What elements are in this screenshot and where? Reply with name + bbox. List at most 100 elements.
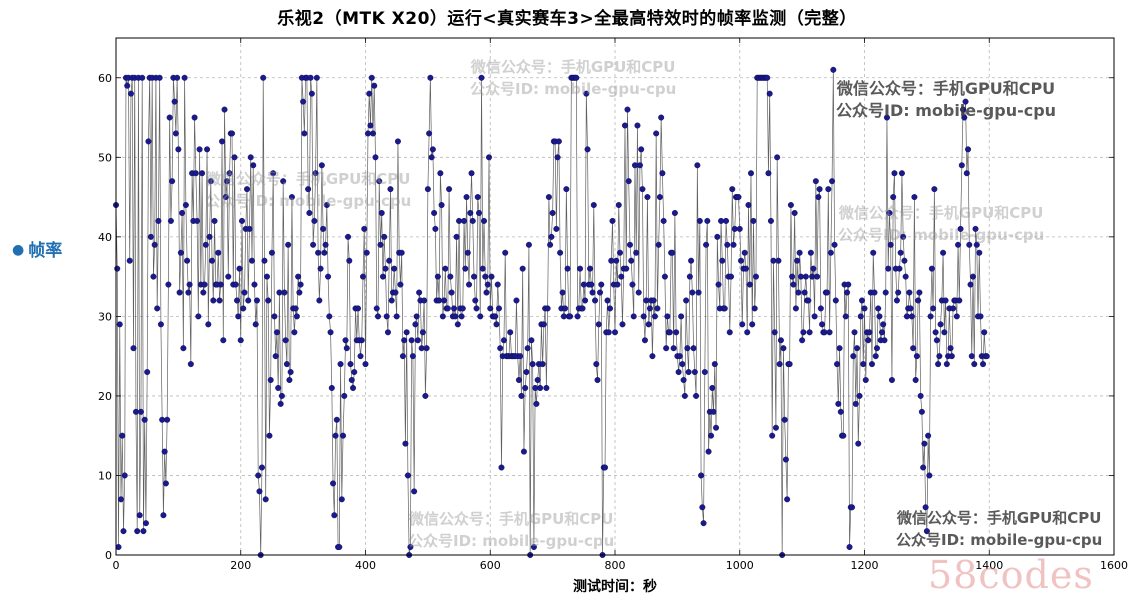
data-point <box>806 329 813 336</box>
data-point <box>232 281 239 288</box>
data-point <box>587 265 594 272</box>
x-tick-label: 800 <box>605 559 626 572</box>
data-point <box>301 130 308 137</box>
data-point <box>206 233 213 240</box>
data-point <box>493 321 500 328</box>
data-point <box>704 217 711 224</box>
data-point <box>873 345 880 352</box>
data-point <box>326 313 333 320</box>
data-point <box>895 289 902 296</box>
data-point <box>321 249 328 256</box>
data-point <box>896 265 903 272</box>
data-point <box>645 321 652 328</box>
data-point <box>711 361 718 368</box>
data-point <box>741 249 748 256</box>
data-point <box>540 321 547 328</box>
data-point <box>495 305 502 312</box>
data-point <box>859 297 866 304</box>
data-point <box>956 297 963 304</box>
data-point <box>414 337 421 344</box>
data-point <box>476 209 483 216</box>
x-tick-label: 0 <box>113 559 120 572</box>
data-point <box>374 313 381 320</box>
data-point <box>918 408 925 415</box>
data-point <box>277 400 284 407</box>
data-point <box>893 297 900 304</box>
site-brand-watermark: 58codes <box>928 553 1094 597</box>
data-point <box>940 249 947 256</box>
watermark-bottom: 微信公众号：手机GPU和CPU 公众号ID: mobile-gpu-cpu <box>408 508 614 552</box>
data-point <box>288 194 295 201</box>
chart-title: 乐视2（MTK X20）运行<真实赛车3>全最高特效时的帧率监测（完整） <box>277 9 857 29</box>
data-point <box>654 305 661 312</box>
data-point <box>630 313 637 320</box>
data-point <box>915 297 922 304</box>
data-point <box>787 202 794 209</box>
data-point <box>180 345 187 352</box>
data-point <box>373 305 380 312</box>
data-point <box>574 313 581 320</box>
data-point <box>980 361 987 368</box>
data-point <box>427 74 434 81</box>
data-point <box>156 74 163 81</box>
data-point <box>377 241 384 248</box>
data-point <box>792 305 799 312</box>
data-point <box>273 329 280 336</box>
data-point <box>920 464 927 471</box>
data-point <box>194 217 201 224</box>
y-tick-label: 20 <box>98 390 112 403</box>
data-point <box>236 265 243 272</box>
data-point <box>119 432 126 439</box>
data-point <box>117 496 124 503</box>
data-point <box>196 146 203 153</box>
data-point <box>250 162 257 169</box>
data-point <box>795 289 802 296</box>
data-point <box>913 353 920 360</box>
data-point <box>742 265 749 272</box>
data-point <box>438 202 445 209</box>
data-point <box>220 337 227 344</box>
data-point <box>248 257 255 264</box>
data-point <box>409 353 416 360</box>
data-point <box>175 146 182 153</box>
data-point <box>234 297 241 304</box>
data-point <box>631 162 638 169</box>
data-point <box>130 345 137 352</box>
data-point <box>432 225 439 232</box>
data-point <box>210 297 217 304</box>
data-point <box>715 281 722 288</box>
data-point <box>144 369 151 376</box>
data-point <box>487 305 494 312</box>
data-point <box>902 273 909 280</box>
data-point <box>831 241 838 248</box>
data-point <box>729 186 736 193</box>
data-point <box>451 305 458 312</box>
data-point <box>684 345 691 352</box>
data-point <box>413 313 420 320</box>
data-point <box>921 440 928 447</box>
data-point <box>136 512 143 519</box>
data-point <box>724 241 731 248</box>
data-point <box>262 496 269 503</box>
data-point <box>628 257 635 264</box>
data-point <box>816 186 823 193</box>
data-point <box>883 114 890 121</box>
data-point <box>141 416 148 423</box>
data-point <box>888 377 895 384</box>
data-point <box>819 321 826 328</box>
data-point <box>708 432 715 439</box>
data-point <box>927 313 934 320</box>
data-point <box>967 281 974 288</box>
data-point <box>393 313 400 320</box>
data-point <box>132 408 139 415</box>
data-point <box>287 369 294 376</box>
data-point <box>360 273 367 280</box>
data-point <box>710 408 717 415</box>
data-point <box>849 504 856 511</box>
data-point <box>293 313 300 320</box>
data-point <box>580 281 587 288</box>
data-point <box>690 345 697 352</box>
data-point <box>332 432 339 439</box>
data-point <box>543 384 550 391</box>
data-point <box>719 257 726 264</box>
